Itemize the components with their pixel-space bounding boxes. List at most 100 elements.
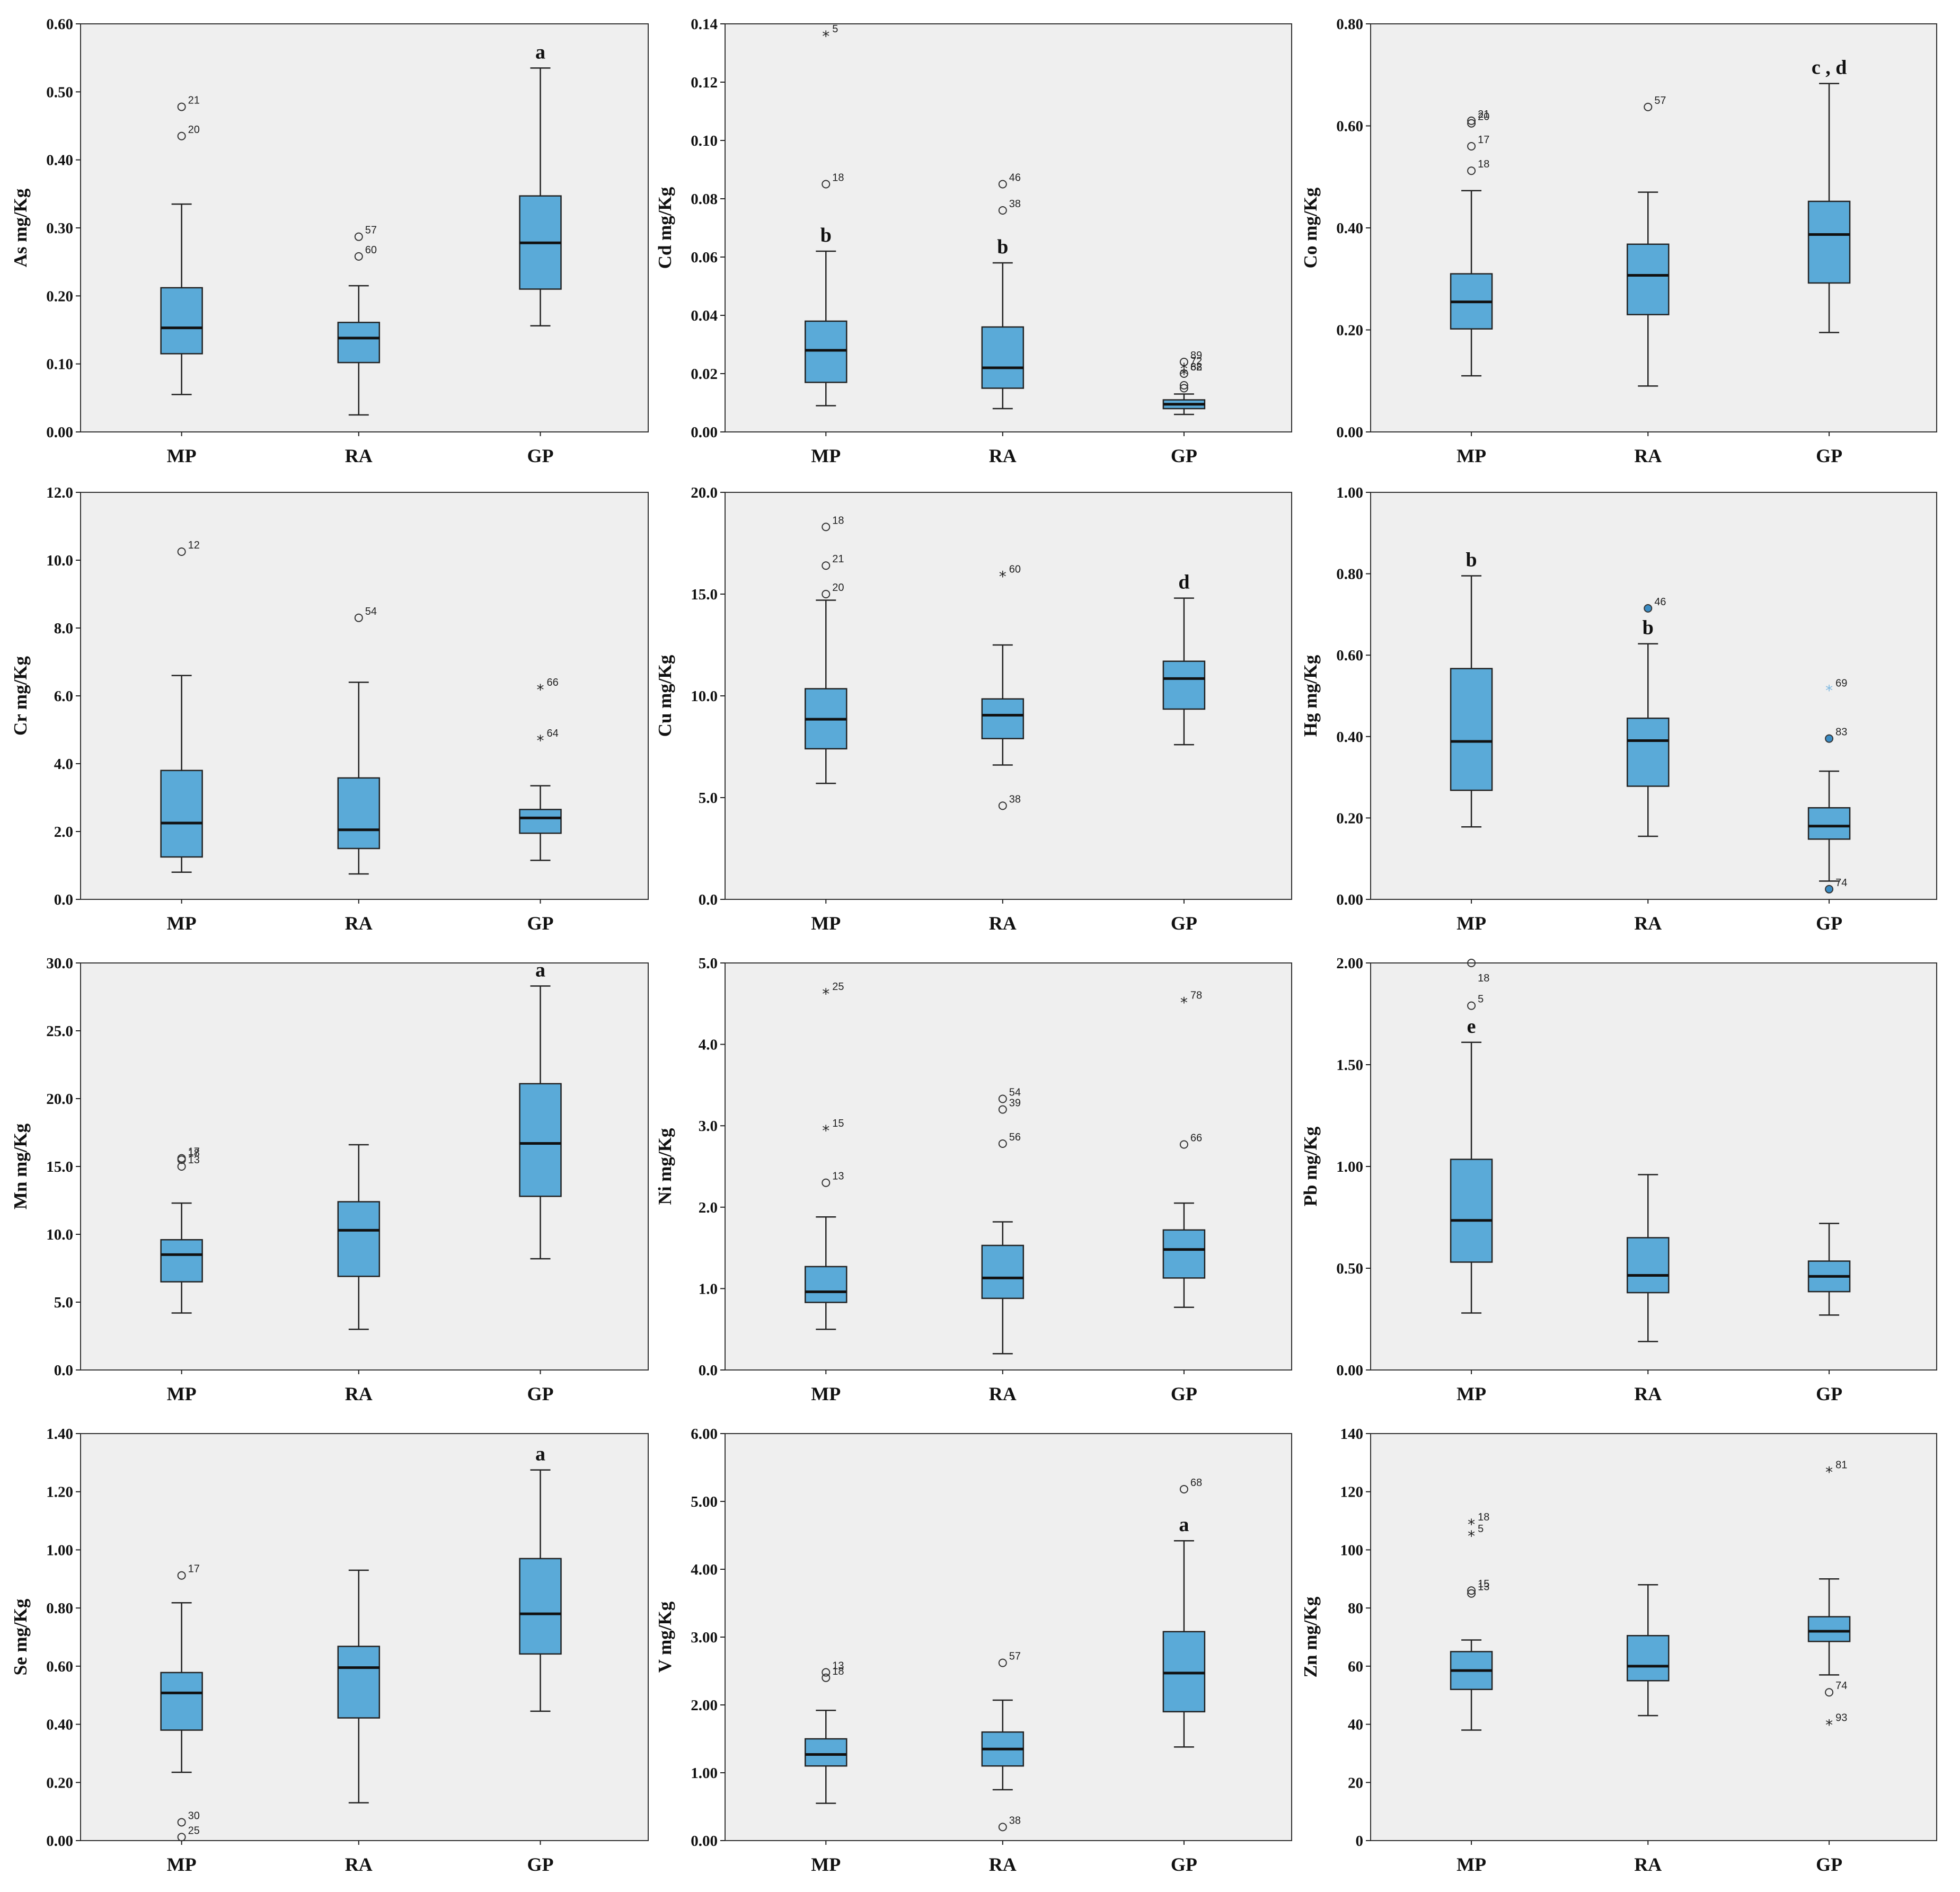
y-tick-label: 5.0	[699, 790, 718, 807]
outlier-label: 18	[832, 172, 844, 184]
outlier-label: 54	[365, 606, 377, 617]
y-tick-label: 2.0	[54, 824, 73, 841]
iqr-box	[160, 770, 203, 858]
y-tick-label: 0.00	[691, 424, 718, 441]
y-tick-label: 1.50	[1336, 1057, 1363, 1074]
x-category-label: GP	[527, 913, 554, 934]
y-tick-label: 0.20	[46, 1774, 73, 1791]
x-category-label: RA	[1634, 1854, 1662, 1875]
y-axis-label: Mn mg/Kg	[10, 1123, 31, 1209]
iqr-box	[519, 809, 562, 834]
y-tick-label: 0.14	[691, 16, 718, 33]
iqr-box	[1807, 200, 1851, 284]
outlier-label: 18	[832, 515, 844, 526]
outlier-label: 81	[1835, 1459, 1847, 1471]
iqr-box	[1807, 1616, 1851, 1642]
y-axis-label: Pb mg/Kg	[1300, 1126, 1321, 1206]
y-tick-label: 2.00	[1336, 955, 1363, 972]
outlier-point	[822, 561, 831, 570]
outlier-label: 57	[1654, 95, 1666, 107]
outlier-point	[177, 1818, 186, 1827]
x-category-label: MP	[811, 913, 841, 934]
box-gp: c , d	[1807, 57, 1851, 333]
significance-letter: b	[820, 224, 832, 246]
outlier-point	[998, 1823, 1007, 1832]
outlier-point	[1467, 119, 1476, 128]
x-category-label: GP	[1816, 1854, 1842, 1875]
x-category-label: GP	[1171, 913, 1197, 934]
x-category-label: MP	[167, 445, 197, 466]
y-tick-label: 1.00	[691, 1765, 718, 1782]
y-tick-label: 25.0	[46, 1023, 73, 1040]
x-category-label: MP	[1456, 1854, 1486, 1875]
y-tick-label: 0.60	[46, 16, 73, 33]
outlier-point	[1467, 142, 1476, 151]
outlier-point	[998, 1094, 1007, 1103]
x-category-label: RA	[989, 913, 1017, 934]
outlier-label: 66	[547, 677, 559, 688]
y-tick-label: 4.0	[699, 1037, 718, 1054]
iqr-box	[337, 777, 381, 850]
box-gp: a	[519, 959, 562, 1260]
outlier-point	[177, 131, 186, 140]
x-category-label: GP	[527, 445, 554, 466]
outlier-label: 18	[188, 1147, 200, 1159]
panel-cu: 0.0 5.0 10.0 15.0 20.0 Cu mg/Kg MP RA GP 18 21 20 * 6…	[655, 484, 1292, 934]
y-tick-label: 0	[1356, 1833, 1364, 1850]
box-mp: 18 21 20	[805, 515, 847, 784]
x-category-label: MP	[811, 1854, 841, 1875]
outlier-star: *	[1468, 1516, 1475, 1533]
box-ra	[1627, 1174, 1670, 1342]
y-tick-label: 0.10	[46, 356, 73, 373]
y-tick-label: 0.12	[691, 74, 718, 91]
significance-letter: a	[535, 1443, 545, 1465]
outlier-star: *	[999, 568, 1007, 585]
y-tick-label: 0.08	[691, 191, 718, 208]
x-category-label: RA	[1634, 445, 1662, 466]
y-tick-label: 0.80	[1336, 566, 1363, 583]
y-tick-label: 1.00	[46, 1542, 73, 1559]
y-tick-label: 15.0	[691, 586, 718, 603]
y-tick-label: 40	[1348, 1717, 1363, 1734]
iqr-box	[805, 320, 847, 383]
significance-letter: b	[1643, 617, 1654, 639]
outlier-point	[822, 590, 831, 598]
y-axis-label: Se mg/Kg	[10, 1598, 31, 1675]
y-tick-label: 0.20	[46, 288, 73, 305]
outlier-point	[1179, 384, 1188, 393]
y-axis-label: Cr mg/Kg	[10, 656, 31, 736]
y-tick-label: 0.06	[691, 249, 718, 266]
outlier-label: 5	[1478, 994, 1484, 1005]
outlier-label: 38	[1009, 198, 1021, 210]
outlier-label: 17	[1478, 134, 1489, 146]
outlier-star: *	[1180, 360, 1188, 377]
y-tick-label: 0.20	[1336, 322, 1363, 339]
box-ra: 57 60	[337, 225, 381, 416]
outlier-label: 46	[1654, 596, 1666, 608]
outlier-label: 13	[188, 1154, 200, 1166]
outlier-point	[177, 1155, 186, 1164]
outlier-star: *	[1825, 1463, 1833, 1481]
outlier-point	[822, 180, 831, 189]
box-ra	[337, 1144, 381, 1330]
y-tick-label: 6.00	[691, 1426, 718, 1443]
outlier-point	[822, 1668, 831, 1677]
y-tick-label: 5.00	[691, 1493, 718, 1510]
x-category-label: RA	[345, 1854, 373, 1875]
iqr-box	[1162, 660, 1206, 710]
outlier-point	[1179, 358, 1188, 366]
y-axis-label: Hg mg/Kg	[1300, 655, 1321, 737]
outlier-label: 57	[365, 225, 377, 236]
box-mp: b	[1450, 549, 1493, 828]
y-tick-label: 1.0	[699, 1280, 718, 1297]
outlier-label: 13	[1478, 1581, 1489, 1593]
outlier-label: 74	[1835, 1680, 1847, 1692]
iqr-box	[1627, 717, 1670, 787]
outlier-point	[998, 1139, 1007, 1148]
y-tick-label: 20.0	[691, 484, 718, 501]
